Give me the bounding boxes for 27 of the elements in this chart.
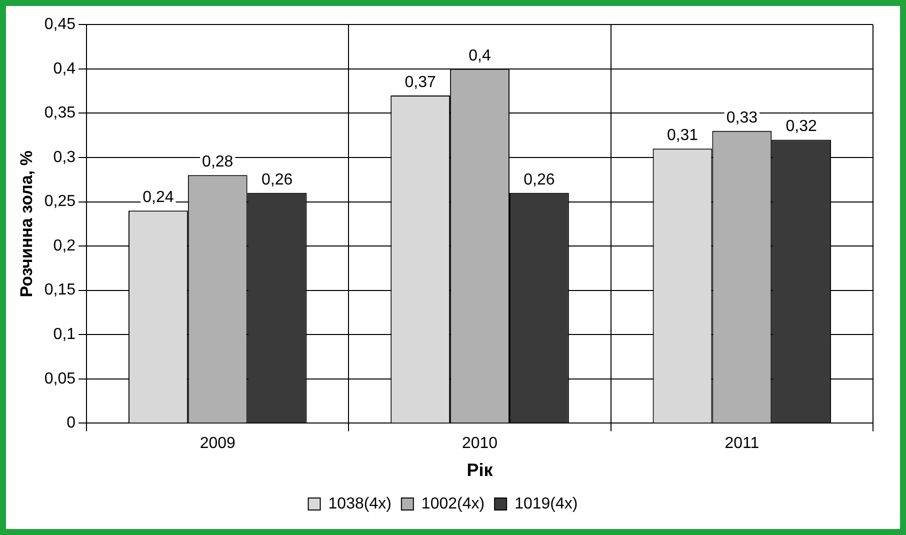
legend-label: 1038(4x) xyxy=(328,495,392,512)
data-label: 0,26 xyxy=(524,171,555,188)
data-label: 0,31 xyxy=(666,127,698,144)
legend-label: 1019(4x) xyxy=(514,495,578,512)
legend-label: 1002(4x) xyxy=(421,495,485,512)
x-tick-label: 2009 xyxy=(200,435,236,452)
data-label: 0,28 xyxy=(202,154,234,171)
y-tick-label: 0,15 xyxy=(44,282,76,299)
data-label: 0,32 xyxy=(786,118,818,136)
data-label: 0,26 xyxy=(261,171,293,188)
y-tick-label: 0 xyxy=(66,414,76,432)
y-axis-title: Розчинна зола, % xyxy=(16,150,36,298)
data-label: 0,4 xyxy=(468,47,491,64)
y-tick-label: 0,35 xyxy=(44,104,76,122)
y-tick-label: 0,3 xyxy=(53,148,76,166)
x-axis-title: Рік xyxy=(466,460,494,480)
y-tick-label: 0,4 xyxy=(53,60,76,78)
x-tick-label: 2011 xyxy=(724,435,760,452)
y-tick-label: 0,05 xyxy=(44,370,76,388)
y-tick-label: 0,2 xyxy=(53,237,76,254)
y-tick-label: 0,25 xyxy=(44,193,76,210)
data-label: 0,24 xyxy=(142,189,174,206)
y-tick-label: 0,45 xyxy=(44,16,76,34)
y-tick-label: 0,1 xyxy=(53,326,76,344)
data-label: 0,33 xyxy=(726,109,758,126)
x-tick-label: 2010 xyxy=(462,435,498,452)
data-label: 0,37 xyxy=(404,74,436,91)
